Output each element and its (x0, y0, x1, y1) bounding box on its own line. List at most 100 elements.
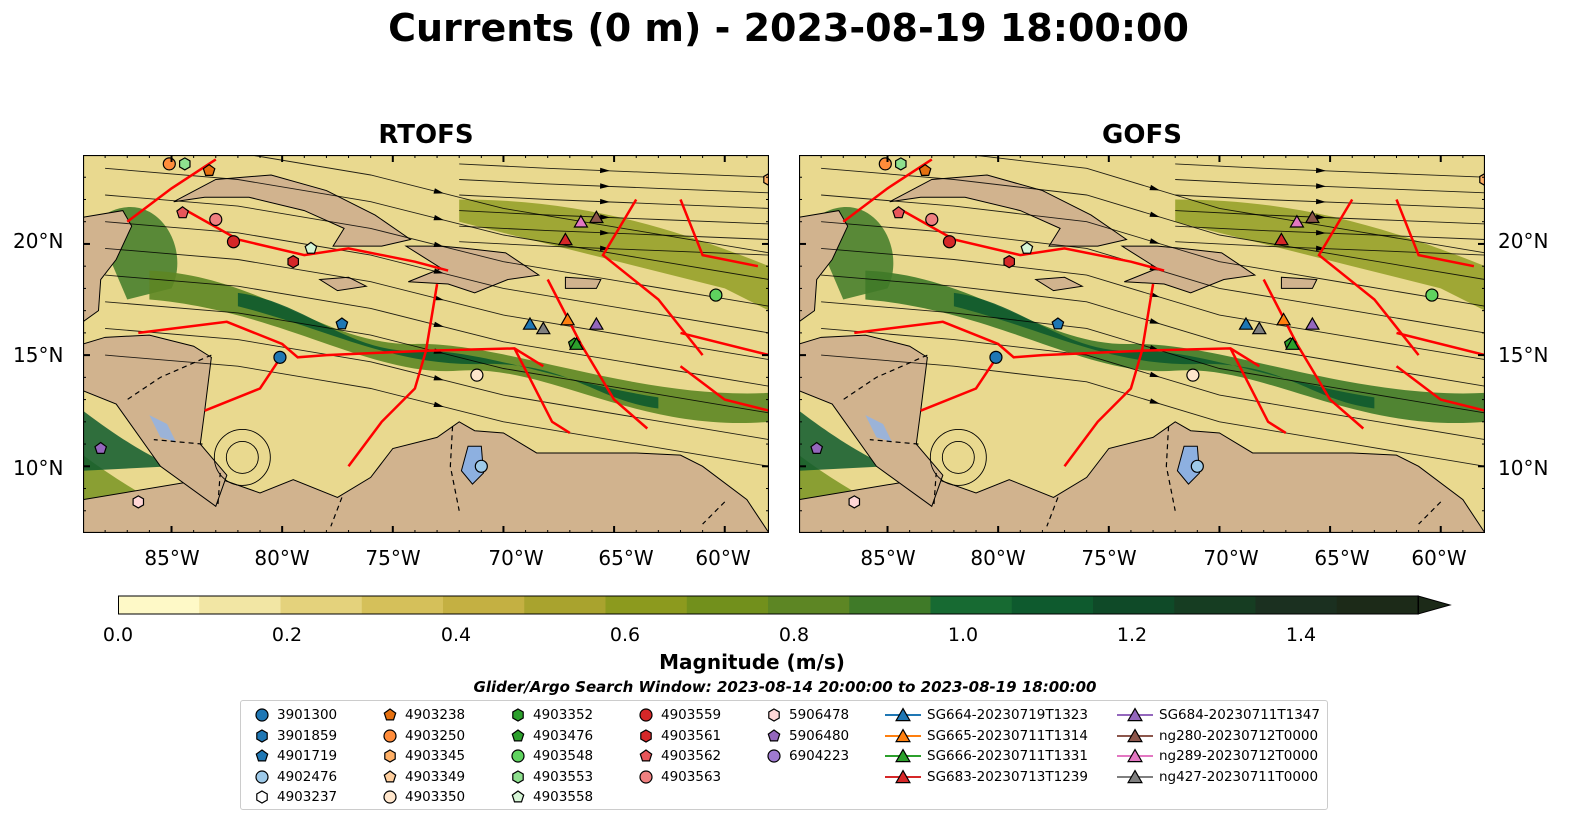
streamline-arrow (433, 241, 444, 247)
streamline-arrow (600, 214, 610, 220)
colorbar-tick: 1.4 (1285, 624, 1317, 646)
legend-marker (383, 708, 397, 721)
marker-ng280-20230712T0000 (588, 210, 604, 224)
legend-item: 4901719 (253, 746, 337, 766)
legend-marker (256, 728, 268, 743)
colorbar-tick: 1.2 (1116, 624, 1148, 646)
legend-marker (639, 708, 653, 722)
legend-symbol (640, 728, 652, 743)
legend-label: 4903345 (405, 748, 466, 764)
legend-item: 4902476 (253, 767, 337, 787)
streamline-arrow (1316, 245, 1326, 251)
jamaica-land (318, 276, 368, 292)
legend-symbol (384, 749, 396, 763)
legend-triangle (895, 768, 911, 783)
legend-marker (383, 790, 397, 804)
lon-label-75w-gofs: 75°W (1081, 546, 1137, 570)
map-frame (83, 155, 769, 533)
caribbean-current-band (865, 270, 1485, 424)
lake-maracaibo (1176, 445, 1201, 485)
colorbar-frame (118, 595, 1419, 615)
colorbar-tick: 0.2 (271, 624, 303, 646)
streamline-arrow (600, 245, 610, 251)
puerto-rico-land (564, 276, 602, 289)
legend-item: 5906478 (765, 705, 849, 725)
legend: 3901300 3901859 4901719 4902476 4903237 49032… (240, 700, 1328, 810)
legend-item: 3901300 (253, 705, 337, 725)
map-frame (799, 155, 1485, 533)
lat-label-15n-left: 15°N (13, 343, 64, 367)
legend-symbol (512, 708, 524, 722)
legend-marker (383, 769, 397, 782)
legend-marker (1117, 707, 1153, 722)
marker-4903559 (226, 235, 241, 249)
legend-marker (767, 749, 781, 763)
eez-boundary (513, 347, 571, 434)
legend-marker (512, 708, 524, 722)
legend-label: 5906478 (789, 707, 850, 723)
legend-label: 4903352 (533, 707, 594, 723)
colorbar-segment (930, 596, 1013, 614)
legend-symbol (511, 790, 525, 803)
eez-boundary (842, 158, 933, 223)
streamline-arrow (1149, 211, 1160, 218)
legend-label: 4903559 (661, 707, 722, 723)
marker-3901300 (273, 350, 287, 364)
marker-4903553 (894, 157, 907, 171)
eez-boundary (424, 283, 439, 351)
legend-label: 4903250 (405, 727, 466, 744)
colorbar-tick: 0.6 (609, 624, 641, 646)
atlantic-flow (459, 199, 769, 311)
legend-symbol (767, 749, 781, 763)
colorbar-segment (605, 596, 688, 614)
legend-label: 4903553 (533, 768, 594, 785)
streamline-arrow (600, 183, 610, 189)
streamline-arrow (433, 188, 444, 194)
eez-boundary (897, 207, 1165, 272)
eez-boundary (1262, 278, 1365, 430)
marker-SG664-20230719T1323 (1238, 316, 1254, 330)
legend-label: 4903350 (405, 789, 466, 805)
legend-triangle (1127, 727, 1143, 742)
lat-label-15n-right: 15°N (1498, 343, 1549, 367)
marker-ng289-20230712T0000 (1289, 214, 1305, 228)
eez-boundary (138, 320, 544, 368)
legend-symbol (255, 749, 269, 762)
legend-marker (512, 769, 524, 784)
legend-item: 4903238 (381, 705, 465, 725)
marker-4903559 (942, 235, 957, 249)
legend-label: 6904223 (789, 748, 850, 764)
eez-boundary (181, 207, 449, 272)
streamline-arrow (1149, 371, 1160, 378)
streamline-arrow (1316, 183, 1326, 189)
legend-marker (640, 728, 652, 743)
legend-item: 4903349 (381, 767, 465, 787)
legend-marker (885, 748, 921, 763)
lon-label-70w-gofs: 70°W (1203, 546, 1259, 570)
marker-5906480 (94, 441, 108, 454)
streamline-arrow (433, 268, 444, 274)
legend-triangle (895, 727, 911, 742)
country-border (449, 426, 460, 511)
streamline-arrow (1149, 318, 1160, 324)
colorbar-tick: 0.0 (102, 624, 134, 646)
legend-item: 4903548 (509, 746, 593, 766)
lat-label-20n-right: 20°N (1498, 229, 1549, 253)
legend-symbol (639, 749, 653, 762)
panel-title-rtofs: RTOFS (378, 120, 474, 150)
legend-symbol (256, 728, 268, 743)
lon-label-65w: 65°W (598, 546, 654, 570)
marker-ng427-20230711T0000 (1251, 321, 1267, 335)
legend-item: SG666-20230711T1331 (885, 746, 1088, 766)
colorbar-label: Magnitude (m/s) (659, 650, 845, 674)
marker-5906480 (810, 441, 824, 454)
eez-boundary (679, 365, 769, 412)
streamline-arrow (433, 321, 444, 327)
marker-4902476 (474, 459, 488, 473)
legend-label: 4903476 (533, 727, 594, 744)
legend-marker (885, 768, 921, 783)
streamline-arrow (433, 215, 444, 221)
streamline-arrow (1316, 214, 1326, 220)
eez-boundary (126, 158, 217, 223)
colorbar-segment (199, 596, 281, 614)
